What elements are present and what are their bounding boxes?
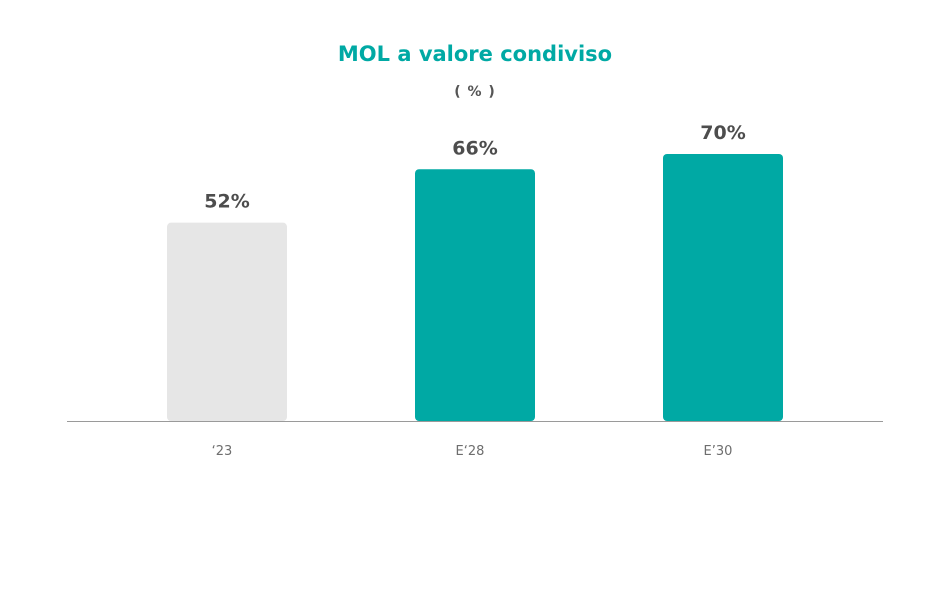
x-tick-label-1: ‘23 <box>212 444 233 459</box>
x-tick-label-3: E’30 <box>704 444 733 459</box>
bar-2 <box>415 169 535 421</box>
value-label-3: 70% <box>700 122 745 144</box>
chart-subtitle: ( % ) <box>454 84 496 100</box>
value-label-2: 66% <box>452 137 497 159</box>
chart-title: MOL a valore condiviso <box>337 42 613 66</box>
bar-3 <box>663 154 783 421</box>
bar-1 <box>167 222 287 421</box>
value-label-1: 52% <box>204 191 249 213</box>
x-tick-label-2: E‘28 <box>456 444 485 459</box>
